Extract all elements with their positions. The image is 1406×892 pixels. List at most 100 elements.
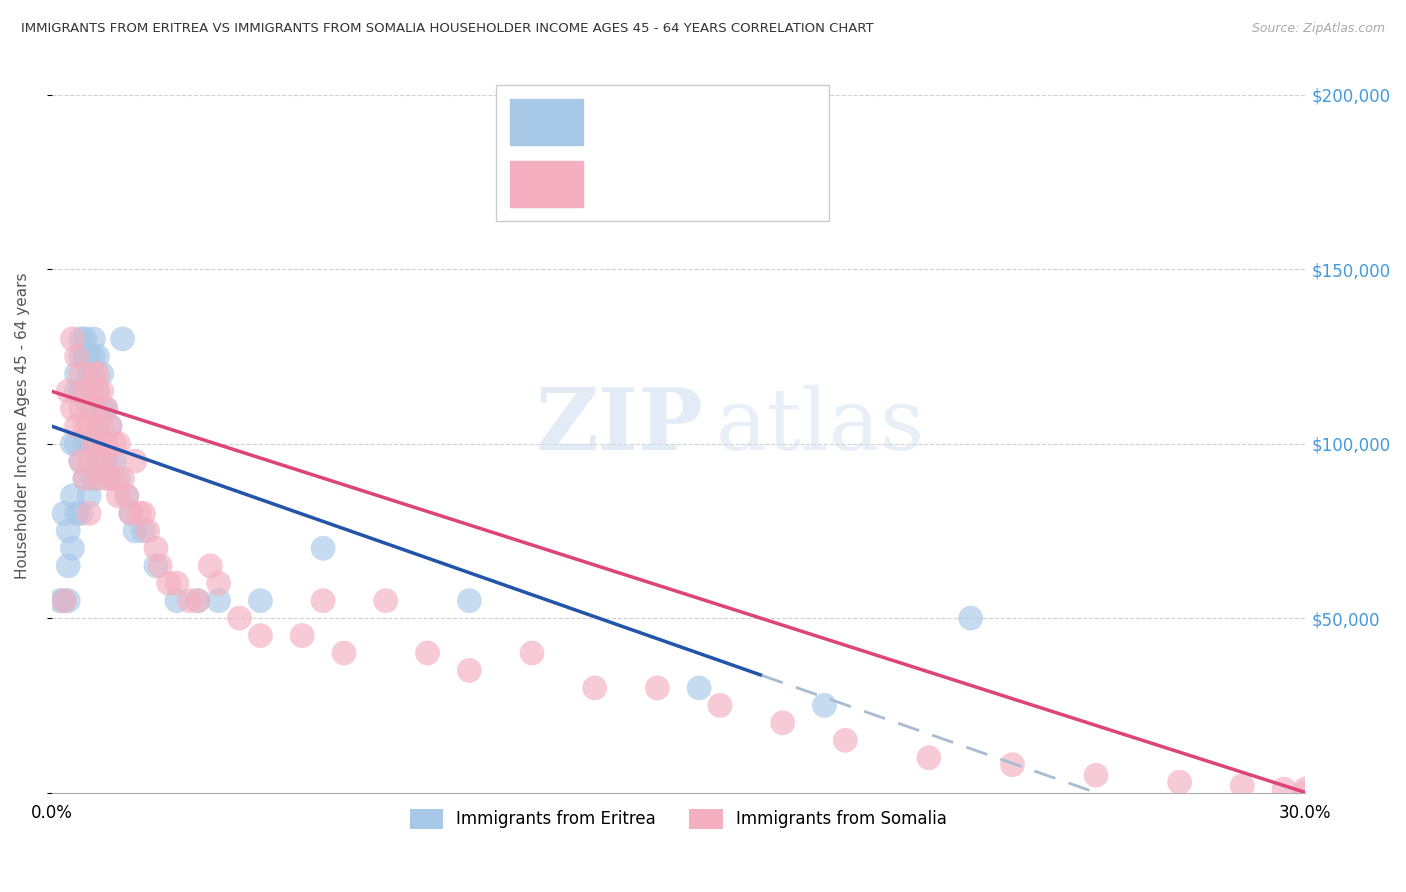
- Point: [62, 332, 84, 346]
- Point: [145, 558, 167, 573]
- Point: [772, 715, 794, 730]
- Point: [166, 576, 188, 591]
- Y-axis label: Householder Income Ages 45 - 64 years: Householder Income Ages 45 - 64 years: [15, 273, 30, 580]
- Point: [73, 332, 96, 346]
- Point: [77, 401, 100, 416]
- Point: [82, 401, 104, 416]
- Point: [374, 593, 396, 607]
- Point: [94, 401, 117, 416]
- Point: [115, 489, 138, 503]
- Point: [90, 401, 112, 416]
- Point: [208, 576, 231, 591]
- Point: [82, 436, 104, 450]
- Point: [98, 419, 121, 434]
- Point: [647, 681, 669, 695]
- Point: [166, 593, 188, 607]
- Point: [709, 698, 731, 713]
- Point: [94, 401, 117, 416]
- Point: [86, 367, 108, 381]
- Point: [98, 471, 121, 485]
- Point: [458, 664, 481, 678]
- Point: [86, 471, 108, 485]
- Point: [65, 349, 87, 363]
- Point: [90, 367, 112, 381]
- Point: [145, 541, 167, 556]
- Point: [333, 646, 356, 660]
- Point: [90, 454, 112, 468]
- Point: [69, 401, 91, 416]
- Point: [918, 750, 941, 764]
- Point: [69, 367, 91, 381]
- Point: [77, 349, 100, 363]
- Point: [249, 593, 271, 607]
- Point: [136, 524, 159, 538]
- Point: [120, 507, 142, 521]
- Point: [77, 436, 100, 450]
- Point: [228, 611, 250, 625]
- Point: [90, 384, 112, 399]
- Point: [1294, 782, 1316, 797]
- Point: [62, 541, 84, 556]
- Point: [77, 419, 100, 434]
- Point: [62, 436, 84, 450]
- Point: [53, 507, 76, 521]
- Point: [82, 349, 104, 363]
- Point: [90, 419, 112, 434]
- Point: [200, 558, 222, 573]
- Point: [1272, 782, 1295, 797]
- Point: [69, 507, 91, 521]
- Point: [312, 541, 335, 556]
- Point: [73, 384, 96, 399]
- Point: [94, 471, 117, 485]
- Point: [107, 489, 129, 503]
- Point: [520, 646, 543, 660]
- Point: [69, 332, 91, 346]
- Point: [73, 471, 96, 485]
- Point: [49, 593, 72, 607]
- Point: [77, 384, 100, 399]
- Point: [86, 349, 108, 363]
- Point: [458, 593, 481, 607]
- Point: [107, 471, 129, 485]
- Point: [77, 489, 100, 503]
- Point: [86, 436, 108, 450]
- Point: [959, 611, 981, 625]
- Point: [1232, 779, 1254, 793]
- Point: [132, 524, 155, 538]
- Point: [62, 401, 84, 416]
- Point: [86, 384, 108, 399]
- Point: [103, 436, 125, 450]
- Text: IMMIGRANTS FROM ERITREA VS IMMIGRANTS FROM SOMALIA HOUSEHOLDER INCOME AGES 45 - : IMMIGRANTS FROM ERITREA VS IMMIGRANTS FR…: [21, 22, 873, 36]
- Point: [86, 454, 108, 468]
- Point: [124, 454, 146, 468]
- Point: [583, 681, 606, 695]
- Point: [813, 698, 835, 713]
- Point: [416, 646, 439, 660]
- Point: [312, 593, 335, 607]
- Text: Source: ZipAtlas.com: Source: ZipAtlas.com: [1251, 22, 1385, 36]
- Point: [73, 436, 96, 450]
- Point: [124, 524, 146, 538]
- Point: [86, 384, 108, 399]
- Point: [82, 367, 104, 381]
- Point: [103, 471, 125, 485]
- Point: [82, 367, 104, 381]
- Point: [1001, 757, 1024, 772]
- Point: [179, 593, 201, 607]
- Point: [53, 593, 76, 607]
- Point: [53, 593, 76, 607]
- Point: [82, 436, 104, 450]
- Point: [90, 454, 112, 468]
- Point: [834, 733, 856, 747]
- Point: [98, 454, 121, 468]
- Point: [111, 332, 134, 346]
- Point: [1085, 768, 1108, 782]
- Point: [65, 436, 87, 450]
- Point: [65, 367, 87, 381]
- Point: [69, 384, 91, 399]
- Legend: Immigrants from Eritrea, Immigrants from Somalia: Immigrants from Eritrea, Immigrants from…: [404, 802, 953, 836]
- Point: [1294, 786, 1316, 800]
- Point: [98, 419, 121, 434]
- Point: [73, 349, 96, 363]
- Point: [187, 593, 209, 607]
